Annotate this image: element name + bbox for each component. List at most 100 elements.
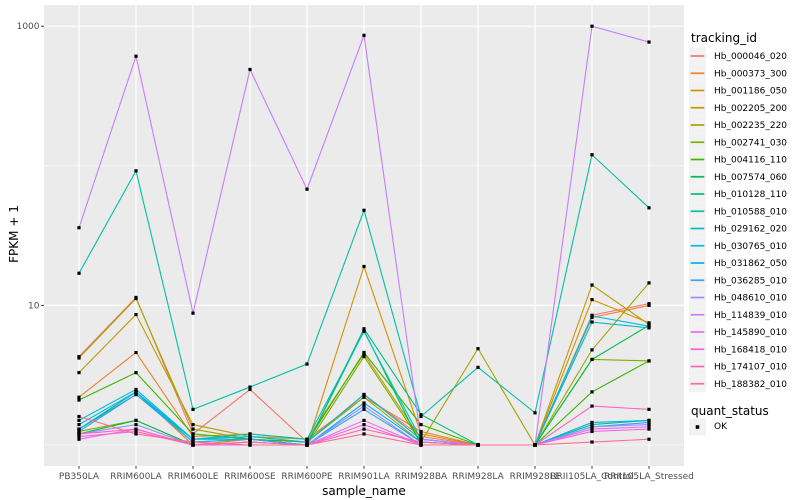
data-point bbox=[647, 423, 651, 427]
data-point bbox=[191, 427, 195, 431]
legend-item-Hb_010588_010: Hb_010588_010 bbox=[689, 202, 787, 220]
legend-item-Hb_001186_050: Hb_001186_050 bbox=[689, 82, 787, 99]
legend-item-label: Hb_036285_010 bbox=[714, 276, 787, 286]
data-point bbox=[362, 33, 366, 37]
data-point bbox=[590, 427, 594, 431]
legend-item-Hb_114839_010: Hb_114839_010 bbox=[689, 306, 787, 324]
data-point bbox=[134, 387, 138, 392]
legend-item-Hb_007574_060: Hb_007574_060 bbox=[689, 168, 787, 186]
legend-item-label: Hb_174107_010 bbox=[714, 363, 787, 373]
data-point bbox=[647, 418, 651, 423]
legend-item-label: Hb_002741_030 bbox=[714, 138, 787, 148]
legend-item-Hb_010128_110: Hb_010128_110 bbox=[689, 185, 787, 203]
legend-item-Hb_030765_010: Hb_030765_010 bbox=[689, 237, 787, 255]
data-point bbox=[590, 348, 594, 352]
data-point bbox=[77, 429, 81, 434]
data-point bbox=[647, 420, 651, 425]
x-tick-label: RRIM928BA bbox=[395, 472, 448, 482]
data-point bbox=[77, 432, 81, 436]
y-tick-label: 1000 bbox=[17, 22, 40, 32]
data-point bbox=[419, 432, 423, 436]
data-point bbox=[362, 354, 366, 359]
data-point bbox=[590, 298, 594, 302]
data-point bbox=[77, 356, 81, 360]
data-point bbox=[77, 423, 81, 427]
x-tick-label: RRIM600LA bbox=[110, 472, 162, 482]
data-point bbox=[362, 427, 366, 431]
legend-item-Hb_031862_050: Hb_031862_050 bbox=[689, 254, 787, 272]
data-point bbox=[305, 440, 309, 444]
legend-item-Hb_002741_030: Hb_002741_030 bbox=[689, 133, 787, 151]
data-point bbox=[647, 425, 651, 429]
data-point bbox=[533, 443, 537, 447]
data-point bbox=[305, 187, 309, 191]
x-tick-label: RRIM928LA bbox=[452, 472, 504, 482]
data-point bbox=[134, 429, 138, 434]
x-tick-label: RRII105LA_Stressed bbox=[604, 472, 694, 482]
data-point bbox=[362, 327, 366, 331]
data-point bbox=[362, 208, 366, 212]
data-point bbox=[362, 392, 366, 397]
series-points-Hb_188382_010 bbox=[77, 414, 651, 447]
data-point bbox=[191, 443, 195, 447]
data-point bbox=[647, 281, 651, 285]
data-point bbox=[248, 443, 252, 447]
data-point bbox=[77, 398, 81, 402]
x-tick-label: RRIM600SE bbox=[224, 472, 276, 482]
data-point bbox=[248, 385, 252, 389]
data-point bbox=[134, 432, 138, 436]
data-point bbox=[647, 302, 651, 306]
legend-item-Hb_000373_300: Hb_000373_300 bbox=[689, 64, 787, 82]
legend-item-label: Hb_029162_020 bbox=[714, 225, 787, 235]
y-axis-title: FPKM + 1 bbox=[7, 205, 21, 263]
data-point bbox=[476, 347, 480, 351]
x-tick-label: PB350LA bbox=[59, 472, 100, 482]
legend-item-label: Hb_000046_020 bbox=[714, 52, 787, 62]
data-point bbox=[77, 427, 81, 431]
data-point bbox=[647, 326, 651, 330]
data-point bbox=[77, 271, 81, 275]
legend-item-label: Hb_188382_010 bbox=[714, 380, 787, 390]
legend-item-Hb_002235_220: Hb_002235_220 bbox=[689, 116, 787, 134]
data-point bbox=[476, 365, 480, 369]
x-tick-label: RRII105LA_Control bbox=[550, 472, 633, 482]
data-point bbox=[590, 423, 594, 427]
data-point bbox=[419, 429, 423, 434]
data-point bbox=[248, 387, 252, 392]
data-point bbox=[134, 312, 138, 317]
data-point bbox=[134, 371, 138, 375]
data-point bbox=[362, 395, 366, 399]
data-point bbox=[419, 413, 423, 417]
data-point bbox=[590, 357, 594, 362]
data-point bbox=[590, 314, 594, 318]
data-point bbox=[134, 390, 138, 394]
legend-item-Hb_000046_020: Hb_000046_020 bbox=[689, 47, 787, 65]
legend-item-label: Hb_030765_010 bbox=[714, 242, 787, 252]
legend-item-label: Hb_010588_010 bbox=[714, 207, 787, 217]
data-point bbox=[134, 418, 138, 423]
legend-item-label: Hb_145890_010 bbox=[714, 328, 787, 338]
data-point bbox=[362, 423, 366, 427]
data-point bbox=[134, 54, 138, 58]
data-point bbox=[419, 440, 423, 444]
series-points-Hb_010588_010 bbox=[77, 153, 651, 419]
data-point bbox=[77, 395, 81, 399]
data-point bbox=[419, 443, 423, 447]
legend-item-label: Hb_114839_010 bbox=[714, 311, 787, 321]
data-point bbox=[362, 404, 366, 408]
data-point bbox=[533, 411, 537, 415]
data-point bbox=[647, 359, 651, 363]
data-point bbox=[590, 153, 594, 157]
data-point bbox=[362, 432, 366, 436]
data-point bbox=[191, 423, 195, 427]
data-point bbox=[419, 437, 423, 441]
data-point bbox=[77, 226, 81, 230]
data-point bbox=[647, 407, 651, 411]
legend-item-Hb_004116_110: Hb_004116_110 bbox=[689, 151, 787, 168]
data-point bbox=[590, 283, 594, 287]
data-point bbox=[647, 206, 651, 210]
legend-item-label: Hb_004116_110 bbox=[714, 156, 787, 166]
legend-item-Hb_168418_010: Hb_168418_010 bbox=[689, 340, 787, 358]
legend-item-label: Hb_007574_060 bbox=[714, 173, 787, 183]
